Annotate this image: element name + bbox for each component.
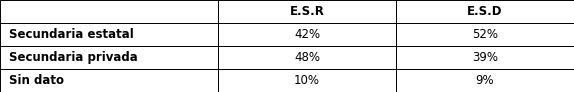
Bar [218,69,396,92]
Bar [396,23,574,46]
Text: Sin dato: Sin dato [9,74,64,87]
Text: E.S.R: E.S.R [290,5,324,18]
Text: 48%: 48% [294,51,320,64]
Bar [0,0,218,23]
Bar [0,69,218,92]
Bar [218,0,396,23]
Text: 39%: 39% [472,51,498,64]
Bar [0,23,218,46]
Text: Secundaria estatal: Secundaria estatal [9,28,133,41]
Bar [218,23,396,46]
Text: 10%: 10% [294,74,320,87]
Bar [396,0,574,23]
Text: 42%: 42% [294,28,320,41]
Bar [0,46,218,69]
Text: 9%: 9% [476,74,494,87]
Bar [396,46,574,69]
Bar [218,46,396,69]
Text: E.S.D: E.S.D [467,5,503,18]
Bar [396,69,574,92]
Text: Secundaria privada: Secundaria privada [9,51,137,64]
Text: 52%: 52% [472,28,498,41]
